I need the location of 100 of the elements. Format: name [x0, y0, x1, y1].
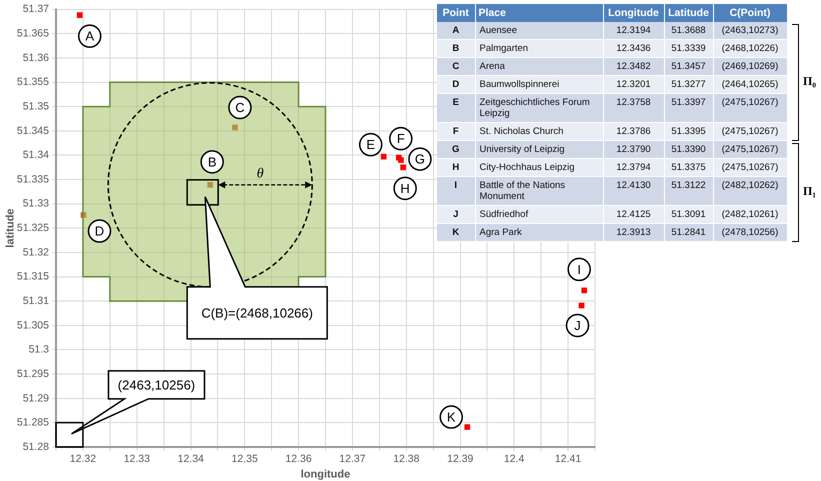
text: C(Point) — [730, 7, 770, 19]
text: (2482,10261) — [722, 209, 778, 220]
annotation: E — [366, 137, 376, 152]
annotation: City-Hochhaus Leipzig — [475, 158, 603, 176]
y-tick-label: 51.31 — [22, 294, 50, 307]
y-tick-label: 51.325 — [16, 222, 50, 234]
text: 12.3758 — [616, 97, 651, 108]
text: Π₁ — [803, 184, 816, 198]
y-tick-label: 51.295 — [16, 368, 50, 380]
annotation: Baumwollspinnerei — [475, 76, 603, 94]
text: 12.3913 — [616, 227, 651, 238]
text: 51.3122 — [671, 180, 706, 191]
annotation: A — [85, 28, 94, 44]
x-axis-title: longitude — [300, 468, 350, 480]
text: 12.3482 — [616, 61, 651, 72]
annotation: G — [414, 152, 426, 167]
annotation: I — [437, 176, 475, 206]
y-tick-label: 51.335 — [16, 173, 50, 186]
y-tick-label: 51.37 — [22, 3, 50, 16]
y-tick-label: 51.32 — [22, 246, 50, 258]
x-tick-label: 12.38 — [393, 453, 420, 466]
annotation: B — [208, 154, 216, 170]
annotation: Südfriedhof — [475, 206, 603, 224]
annotation: Palmgarten — [475, 40, 603, 58]
y-axis-title: latitude — [4, 208, 17, 248]
y-tick-label: 51.35 — [22, 100, 50, 112]
annotation: B — [437, 40, 475, 58]
text: (2475,10267) — [722, 144, 778, 155]
text: (2475,10267) — [722, 162, 778, 173]
annotation: F — [396, 131, 405, 146]
text: (2475,10267) — [722, 97, 778, 108]
text: 12.3786 — [616, 126, 651, 137]
x-tick-label: 12.35 — [232, 453, 258, 466]
text: 12.3790 — [616, 144, 651, 155]
annotation: Battle of the Nations Monument — [475, 176, 603, 206]
text: 51.3395 — [671, 126, 706, 137]
annotation: F — [437, 122, 475, 140]
point — [581, 288, 588, 294]
y-tick-label: 51.34 — [22, 149, 50, 162]
text: 51.3390 — [671, 144, 706, 155]
annotation: J — [437, 206, 475, 224]
annotation: Auensee — [475, 22, 603, 40]
y-tick-label: 51.28 — [22, 440, 50, 453]
point — [380, 154, 387, 160]
point — [232, 124, 238, 130]
annotation: A — [437, 22, 475, 40]
point — [464, 424, 470, 430]
text: 51.3688 — [671, 25, 706, 36]
text: 12.3194 — [616, 25, 651, 36]
annotation: (2463,10256) — [118, 377, 196, 392]
annotation: Agra Park — [475, 224, 603, 242]
text: 51.3375 — [671, 162, 706, 173]
x-tick-label: 12.41 — [554, 453, 582, 466]
text: 51.2841 — [671, 227, 706, 238]
text: 51.3091 — [671, 209, 706, 220]
annotation: C — [235, 100, 245, 115]
text: Latitude — [668, 7, 709, 19]
annotation: D — [437, 76, 475, 94]
text: Longitude — [608, 7, 659, 19]
y-tick-label: 51.29 — [22, 392, 50, 404]
text: 12.3794 — [616, 162, 651, 173]
y-tick-label: 51.315 — [16, 270, 50, 283]
text: 51.3277 — [671, 79, 706, 90]
annotation: H — [437, 158, 475, 176]
x-tick-label: 12.4 — [504, 453, 525, 466]
y-tick-label: 51.345 — [16, 124, 50, 137]
y-tick-label: 51.355 — [16, 76, 50, 88]
x-tick-label: 12.37 — [339, 453, 366, 466]
annotation: K — [437, 224, 475, 242]
point — [398, 157, 404, 163]
text: 51.3339 — [671, 43, 706, 54]
y-tick-label: 51.285 — [16, 416, 50, 429]
annotation: St. Nicholas Church — [475, 122, 603, 140]
annotation: G — [437, 140, 475, 158]
annotation: J — [574, 318, 581, 333]
y-tick-label: 51.36 — [22, 52, 50, 64]
text: (2469,10269) — [722, 61, 778, 72]
text: (2468,10226) — [722, 43, 778, 54]
text: (2464,10265) — [722, 79, 778, 90]
point — [76, 12, 83, 18]
annotation: Place — [475, 4, 603, 22]
annotation: I — [577, 262, 582, 277]
point — [578, 302, 584, 308]
y-tick-label: 51.365 — [16, 28, 50, 40]
annotation: E — [437, 94, 475, 122]
annotation: θ — [256, 166, 264, 182]
text: 51.3397 — [671, 97, 706, 108]
text: (2482,10262) — [722, 180, 778, 191]
x-tick-label: 12.36 — [285, 453, 312, 466]
text: 51.3457 — [671, 61, 706, 72]
y-tick-label: 51.3 — [28, 344, 50, 356]
point — [400, 164, 406, 170]
annotation: Arena — [475, 58, 603, 76]
text: Π₀ — [803, 74, 816, 88]
text: 12.3436 — [616, 43, 651, 54]
annotation: C — [437, 58, 475, 76]
annotation: Point — [437, 4, 475, 22]
annotation: University of Leipzig — [475, 140, 603, 158]
annotation: D — [94, 224, 104, 239]
text: (2478,10256) — [722, 227, 778, 238]
